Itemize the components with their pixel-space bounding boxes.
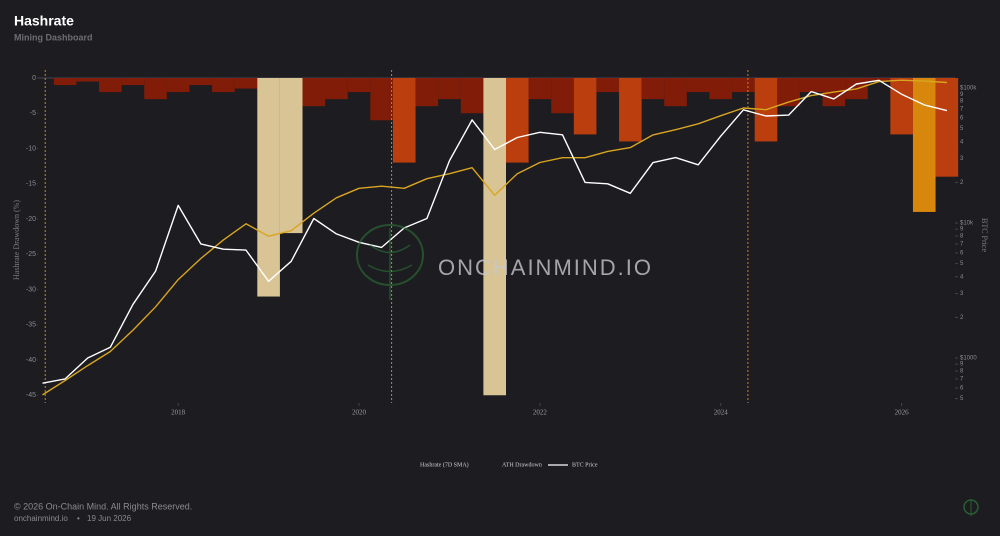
drawdown-bar [392,78,416,163]
drawdown-bar [912,78,936,212]
drawdown-bar [370,78,393,121]
x-tick-label: 2018 [171,409,186,417]
drawdown-bar [619,78,642,142]
y2-tick-label: 2 [960,180,964,186]
y2-tick-label: 7 [960,106,964,112]
y-tick-label: -30 [26,286,36,293]
drawdown-bar [234,78,258,89]
x-tick-label: 2026 [895,409,910,417]
y2-tick-label: 7 [960,241,964,247]
legend-label: BTC Price [572,462,598,468]
y2-tick-label: $100k [960,86,977,92]
y2-tick-label: 5 [960,396,964,402]
legend-label: Hashrate (7D SMA) [420,461,469,468]
y-tick-label: -5 [30,110,36,117]
y2-tick-label: 9 [960,92,964,98]
y-tick-label: -35 [26,322,36,329]
y-tick-label: -10 [26,145,36,152]
y-tick-label: 0 [32,75,36,82]
y-tick-label: -40 [26,357,36,364]
drawdown-bar [573,78,597,135]
drawdown-bar [257,78,280,297]
drawdown-bar [76,78,100,82]
y-tick-label: -45 [26,392,36,399]
y2-tick-label: 4 [960,139,964,145]
y-tick-label: -25 [26,251,36,258]
footer-logo [963,499,979,516]
drawdown-bar [551,78,574,114]
drawdown-bar [347,78,371,93]
y-tick-label: -20 [26,216,36,223]
copyright: © 2026 On-Chain Mind. All Rights Reserve… [14,501,192,511]
drawdown-bar [121,78,145,86]
watermark: ONCHAINMIND.IO [438,255,653,280]
drawdown-bar [99,78,122,93]
y2-tick-label: 5 [960,261,964,267]
y2-tick-label: 4 [960,274,964,280]
plot: 0-5-10-15-20-25-30-35-40-4556789$1000234… [26,70,977,417]
y-tick-label: -15 [26,181,36,188]
drawdown-bar [166,78,190,93]
subtitle: Mining Dashboard [14,32,93,42]
series-line [42,79,947,396]
x-tick-label: 2020 [352,409,367,417]
y2-tick-label: 6 [960,116,964,122]
site: onchainmind.io [14,514,68,523]
drawdown-bar [325,78,348,100]
drawdown-bar [641,78,665,100]
x-tick-label: 2022 [533,409,548,417]
drawdown-bar [799,78,823,93]
title: Hashrate [14,13,74,29]
y2-tick-label: 6 [960,386,964,392]
drawdown-bar [505,78,529,163]
legend-label: ATH Drawdown [502,462,542,468]
separator: • [77,514,80,523]
y2-tick-label: 3 [960,156,964,162]
drawdown-bar [528,78,552,100]
watermark-icon [356,224,424,300]
y2-tick-label: 7 [960,376,964,382]
drawdown-bar [415,78,439,107]
x-tick-label: 2024 [714,409,729,417]
y2-tick-label: 8 [960,369,964,375]
drawdown-bar [777,78,800,107]
drawdown-bar [732,78,755,93]
y2-axis-label: BTC Price [980,218,989,252]
drawdown-bar [935,78,959,177]
drawdown-bar [189,78,213,86]
date: 19 Jun 2026 [87,514,132,523]
y2-tick-label: $1000 [960,356,977,362]
y2-tick-label: 3 [960,291,964,297]
drawdown-bar [53,78,77,86]
y2-tick-label: 9 [960,227,964,233]
drawdown-bar [709,78,733,100]
drawdown-bar [483,78,506,396]
y2-tick-label: 6 [960,251,964,257]
drawdown-bar [438,78,461,100]
drawdown-bar [144,78,167,100]
y2-tick-label: $10k [960,221,974,227]
drawdown-bar [460,78,484,114]
series-line [42,79,948,384]
drawdown-bar [664,78,687,107]
y2-tick-label: 8 [960,234,964,240]
drawdown-bar [212,78,235,93]
y2-tick-label: 5 [960,126,964,132]
y2-tick-label: 9 [960,362,964,368]
drawdown-bar [279,78,303,234]
drawdown-bar [596,78,620,93]
drawdown-bar [302,78,326,107]
y2-tick-label: 8 [960,99,964,105]
y-axis-label: Hashrate Drawdown (%) [12,200,21,280]
drawdown-bar [890,78,913,135]
drawdown-bar [686,78,710,93]
y2-tick-label: 2 [960,315,964,321]
